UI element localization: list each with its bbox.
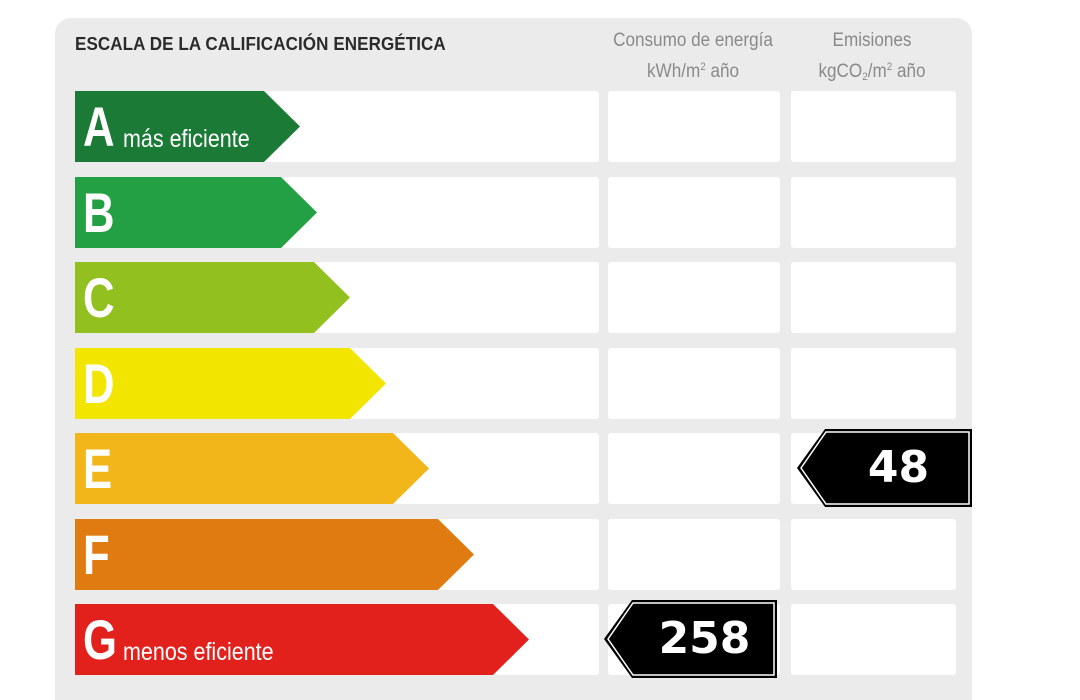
consumo-result-marker-value: 258 (658, 613, 751, 664)
emisiones-cell (791, 347, 956, 419)
page-title: ESCALA DE LA CALIFICACIÓN ENERGÉTICA (75, 33, 446, 54)
emisiones-cell (791, 262, 956, 333)
rating-letter: D (83, 351, 115, 415)
rating-sub-label: menos eficiente (123, 638, 274, 666)
emisiones-cell (791, 91, 956, 162)
emisiones-result-marker: 48 (797, 429, 972, 507)
consumo-cell (608, 91, 780, 162)
rating-arrow-d: D (75, 347, 386, 419)
emisiones-cell (791, 176, 956, 248)
emisiones-cell (791, 518, 956, 590)
consumo-result-marker: 258 (604, 600, 777, 678)
rating-letter: B (83, 180, 115, 244)
consumo-header-line2: kWh/m2 año (647, 61, 739, 82)
consumo-cell (608, 518, 780, 590)
consumo-cell (608, 262, 780, 333)
rating-letter: A (83, 95, 115, 158)
emisiones-cell (791, 604, 956, 675)
emisiones-column-header: Emisiones kgCO2/m2 año (791, 27, 953, 91)
rating-letter: G (83, 608, 117, 671)
rating-arrow-e: E (75, 433, 429, 504)
consumo-header-line1: Consumo de energía (613, 30, 773, 51)
rating-letter: E (83, 437, 113, 500)
consumo-cell (608, 347, 780, 419)
rating-letter: F (83, 522, 110, 586)
rating-arrow-b: B (75, 176, 317, 248)
energy-rating-panel: ESCALA DE LA CALIFICACIÓN ENERGÉTICA Con… (55, 18, 972, 700)
consumo-cell (608, 433, 780, 504)
rating-arrow-c: C (75, 262, 350, 333)
emisiones-header-line2: kgCO2/m2 año (818, 61, 926, 83)
consumo-cell (608, 176, 780, 248)
consumo-column-header: Consumo de energía kWh/m2 año (612, 27, 774, 85)
emisiones-result-marker-value: 48 (867, 442, 930, 493)
rating-arrow-f: F (75, 518, 474, 590)
rating-letter: C (83, 266, 115, 329)
rating-sub-label: más eficiente (123, 125, 250, 153)
emisiones-header-line1: Emisiones (832, 30, 912, 51)
